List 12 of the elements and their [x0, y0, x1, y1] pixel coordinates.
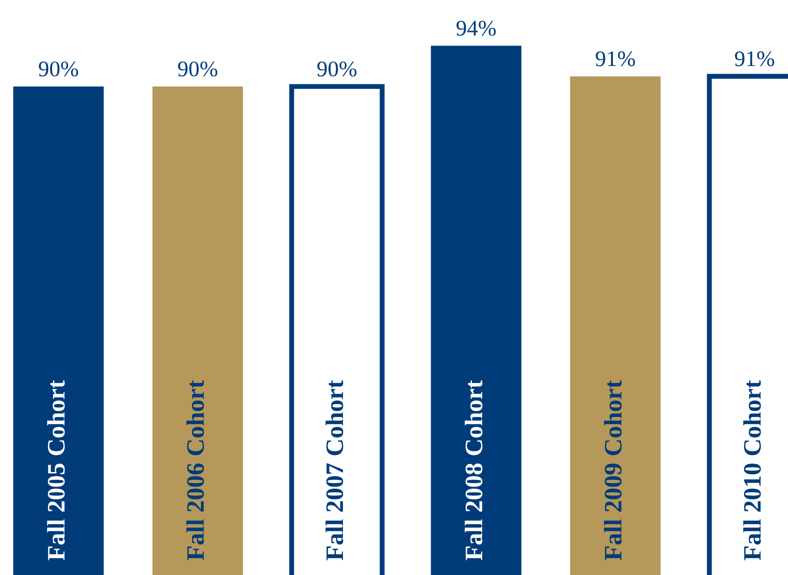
data-label: 90% [317, 61, 357, 77]
data-label: 91% [734, 51, 774, 66]
data-label: 94% [456, 20, 496, 36]
x-tick-label: Fall 2010 Cohort [743, 380, 761, 560]
x-tick-label: Fall 2006 Cohort [186, 380, 204, 560]
data-label: 91% [596, 51, 635, 66]
x-tick-label: Fall 2007 Cohort [326, 380, 344, 560]
data-label: 90% [38, 61, 78, 77]
x-tick-label: Fall 2008 Cohort [464, 380, 482, 560]
x-tick-label: Fall 2009 Cohort [604, 380, 622, 560]
x-tick-label: Fall 2005 Cohort [47, 380, 65, 560]
data-label: 90% [178, 61, 218, 77]
